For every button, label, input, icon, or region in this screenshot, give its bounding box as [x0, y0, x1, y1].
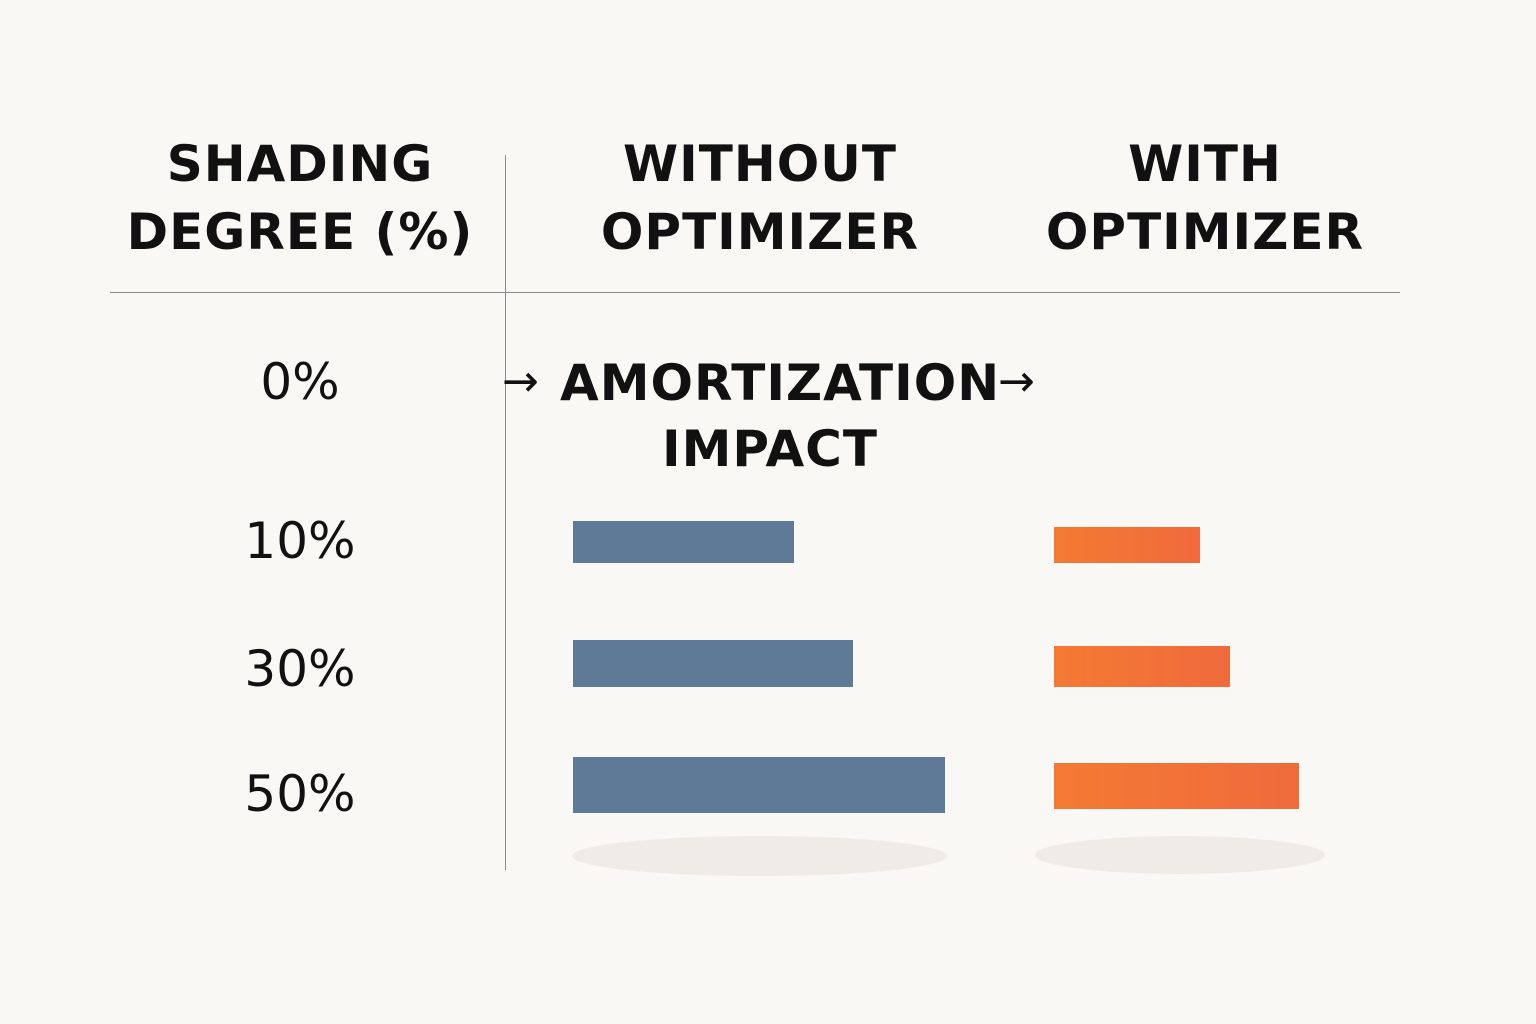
bar-without-optimizer-30-percent [573, 640, 853, 687]
header-with-optimizer: WITH OPTIMIZER [1025, 130, 1385, 266]
header-divider [110, 292, 1400, 293]
header-without-line2: OPTIMIZER [600, 203, 920, 261]
annotation-line2: IMPACT [662, 420, 878, 478]
annotation-line1: AMORTIZATION [560, 354, 1001, 412]
row-label-50-percent: 50% [244, 765, 356, 823]
header-without-line1: WITHOUT [623, 135, 897, 193]
row-label-30-percent: 30% [244, 640, 356, 698]
arrow-right-icon: → [998, 356, 1035, 407]
bar-without-optimizer-50-percent [573, 757, 945, 813]
bar-shadow-without [572, 836, 947, 876]
header-with-line1: WITH [1128, 135, 1282, 193]
header-without-optimizer: WITHOUT OPTIMIZER [580, 130, 940, 266]
header-with-line2: OPTIMIZER [1045, 203, 1365, 261]
bar-with-optimizer-30-percent [1054, 646, 1230, 687]
arrow-right-icon: → [502, 356, 539, 407]
amortization-impact-annotation: AMORTIZATION IMPACT [560, 350, 1001, 482]
bar-with-optimizer-10-percent [1054, 527, 1200, 563]
row-label-0-percent: 0% [260, 353, 340, 411]
bar-with-optimizer-50-percent [1054, 763, 1299, 809]
bar-shadow-with [1035, 836, 1325, 874]
header-shading-degree: SHADING DEGREE (%) [120, 130, 480, 266]
header-shading-line2: DEGREE (%) [126, 203, 474, 261]
bar-without-optimizer-10-percent [573, 521, 794, 563]
header-shading-line1: SHADING [166, 135, 434, 193]
column-divider [505, 155, 506, 870]
row-label-10-percent: 10% [244, 512, 356, 570]
